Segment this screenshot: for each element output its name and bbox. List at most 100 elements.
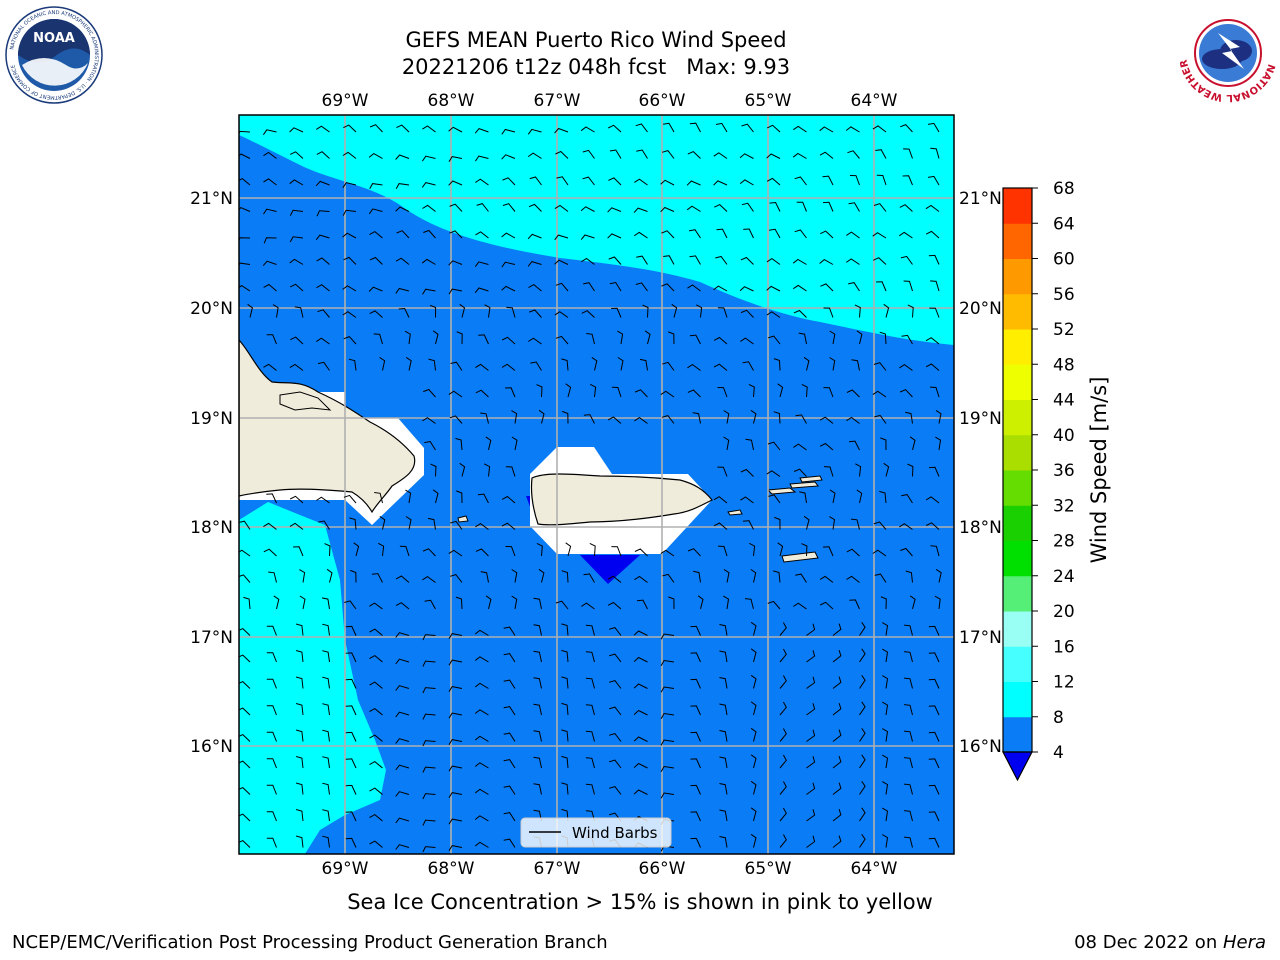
- wind-barb: [806, 623, 816, 636]
- wind-barb: [874, 414, 887, 424]
- wind-barb: [823, 466, 834, 477]
- wind-barb: [750, 807, 757, 822]
- wind-barb: [741, 123, 754, 133]
- wind-barb: [239, 262, 251, 267]
- chart-subtitle: 20221206 t12z 048h fcst Max: 9.93: [401, 55, 791, 79]
- wind-barb: [636, 255, 648, 265]
- wind-barb: [511, 595, 518, 610]
- wind-barb: [322, 729, 330, 742]
- wind-barb: [904, 757, 913, 769]
- wind-barb: [713, 285, 728, 292]
- wind-barb: [803, 515, 810, 530]
- wind-barb: [801, 543, 808, 557]
- wind-barb: [880, 596, 887, 610]
- wind-barb: [293, 546, 304, 557]
- virgin-islands: [766, 487, 797, 495]
- wind-barb: [779, 675, 787, 689]
- wind-barb: [475, 548, 489, 557]
- wind-barb: [373, 333, 383, 345]
- wind-barb: [395, 685, 410, 691]
- wind-barb: [660, 179, 675, 186]
- wind-barb: [266, 493, 277, 504]
- wind-barb: [475, 178, 489, 186]
- wind-barb: [662, 361, 675, 371]
- wind-barb: [901, 334, 913, 345]
- wind-barb: [744, 598, 754, 610]
- wind-barb: [687, 389, 701, 398]
- wind-barb: [421, 182, 436, 188]
- wind-barb: [262, 260, 277, 267]
- wind-barb: [713, 522, 728, 530]
- lon-label-bottom: 67°W: [534, 859, 581, 879]
- wind-barb: [322, 703, 330, 716]
- wind-barb: [902, 175, 913, 186]
- wind-barb: [660, 549, 675, 557]
- wind-barb: [859, 807, 866, 822]
- wind-barb: [882, 728, 889, 742]
- wind-barb: [299, 569, 306, 583]
- wind-barb: [475, 389, 489, 398]
- wind-barb: [448, 818, 463, 825]
- wind-barb: [633, 709, 648, 716]
- wind-barb: [589, 542, 596, 557]
- wind-barb: [793, 443, 807, 451]
- wind-barb: [900, 124, 913, 133]
- lon-labels-bottom: 69°W 68°W 67°W 66°W 65°W 64°W: [322, 859, 898, 879]
- colorbar-segment: [1003, 611, 1032, 647]
- wind-barb: [501, 336, 516, 345]
- wind-barb: [634, 416, 648, 424]
- wind-barb: [480, 571, 489, 583]
- map-frame: [238, 114, 955, 855]
- wind-barb: [899, 389, 913, 398]
- wind-barb: [636, 149, 648, 159]
- wind-barb: [239, 520, 251, 530]
- colorbar-title: Wind Speed [m/s]: [1087, 377, 1111, 564]
- colorbar-segment: [1003, 646, 1032, 682]
- wind-barb: [422, 204, 436, 212]
- wind-barb: [779, 728, 787, 742]
- wind-barb: [239, 153, 251, 159]
- wind-barb: [316, 496, 330, 504]
- wind-barb: [769, 228, 781, 239]
- wind-barb: [345, 625, 357, 636]
- wind-barb: [561, 676, 569, 689]
- lat-label-left: 17°N: [190, 628, 233, 648]
- wind-barb: [239, 130, 251, 135]
- wind-barb: [883, 303, 890, 318]
- wind-barb: [796, 201, 807, 212]
- lat-labels-right: 21°N 20°N 19°N 18°N 17°N 16°N: [959, 189, 1002, 757]
- wind-barb: [925, 337, 940, 345]
- wind-barb: [396, 230, 410, 239]
- wind-barb: [448, 126, 463, 133]
- wind-barb: [792, 152, 807, 159]
- wind-barb: [819, 416, 834, 424]
- wind-barb: [806, 729, 816, 742]
- wind-barb: [634, 575, 648, 583]
- lon-label-bottom: 68°W: [428, 859, 475, 879]
- wind-barb: [369, 760, 383, 769]
- wind-barb: [554, 259, 569, 265]
- wind-barb: [607, 416, 622, 424]
- wind-barb: [316, 284, 330, 292]
- wind-barb: [686, 205, 701, 212]
- wind-barb: [668, 331, 675, 345]
- wind-barb: [501, 522, 516, 530]
- wind-barb: [928, 625, 940, 636]
- wind-barb: [369, 602, 383, 610]
- wind-barb: [476, 203, 489, 212]
- colorbar-segment: [1003, 329, 1032, 365]
- wind-barb: [928, 678, 940, 689]
- wind-barb: [904, 810, 913, 822]
- wind-barb: [873, 203, 887, 212]
- wind-barb: [583, 573, 595, 583]
- wind-barb: [661, 283, 675, 292]
- wind-barb: [423, 229, 436, 239]
- wind-barb: [634, 231, 648, 239]
- wind-barb: [750, 674, 757, 689]
- wind-barb: [295, 756, 304, 769]
- wind-barb: [474, 788, 489, 795]
- wind-barb: [580, 234, 595, 240]
- wind-barb: [369, 310, 383, 318]
- wind-barb: [687, 363, 701, 371]
- wind-barb: [585, 651, 595, 663]
